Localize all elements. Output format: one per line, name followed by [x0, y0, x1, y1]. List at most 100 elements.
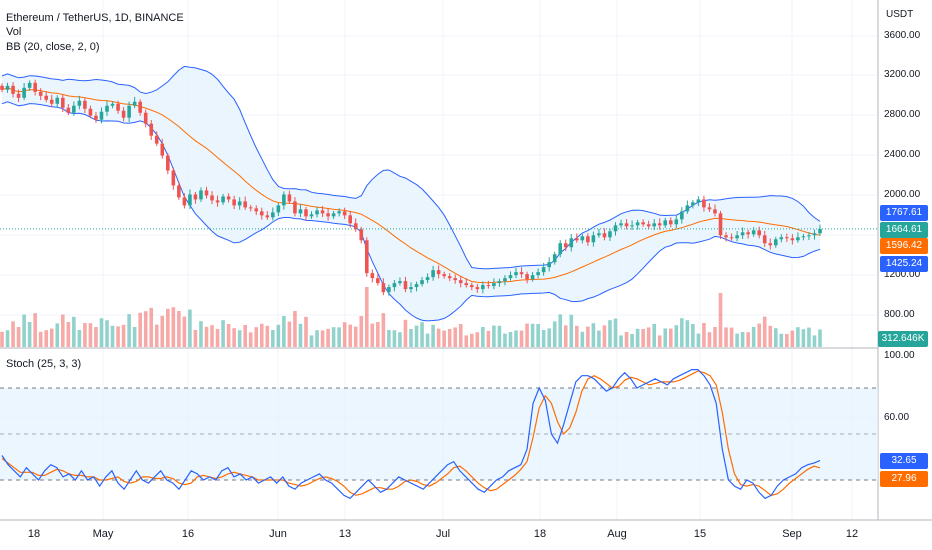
candle-body	[177, 185, 181, 198]
volume-bar	[635, 328, 640, 347]
candle-body	[193, 194, 198, 200]
candle-body	[337, 211, 341, 214]
candle-body	[740, 232, 745, 236]
candle-body	[38, 91, 43, 96]
volume-bar	[773, 328, 778, 347]
candle-body	[453, 278, 458, 281]
candle-body	[492, 283, 496, 287]
volume-bar	[143, 311, 148, 347]
stoch-indicator-label[interactable]: Stoch (25, 3, 3)	[6, 358, 82, 370]
candle-body	[188, 194, 192, 206]
symbol-title[interactable]: Ethereum / TetherUS, 1D, BINANCE	[6, 12, 184, 24]
last-price-badge: 1664.61	[880, 222, 928, 238]
volume-bar	[702, 323, 706, 347]
candle-body	[276, 205, 281, 213]
candle-body	[425, 277, 430, 281]
volume-bar	[27, 322, 32, 347]
candle-body	[563, 243, 568, 248]
volume-bar	[271, 330, 275, 347]
volume-bar	[199, 321, 203, 347]
volume-bar	[403, 319, 408, 347]
volume-bar	[646, 327, 651, 347]
candle-body	[83, 100, 87, 109]
volume-bar	[348, 324, 352, 347]
candle-body	[105, 105, 109, 112]
bollinger-indicator-label[interactable]: BB (20, close, 2, 0)	[6, 41, 100, 53]
candle-body	[613, 225, 618, 232]
price-tick: 800.00	[884, 309, 915, 320]
candle-body	[447, 276, 452, 279]
volume-bar	[674, 325, 679, 347]
price-axis-unit: USDT	[886, 9, 914, 20]
volume-bar	[453, 327, 458, 347]
candle-body	[436, 270, 441, 275]
volume-bar	[613, 318, 618, 347]
volume-indicator-label[interactable]: Vol	[6, 26, 22, 38]
candle-body	[696, 199, 701, 203]
volume-bar	[370, 323, 375, 347]
candle-body	[11, 85, 15, 94]
volume-bar	[265, 325, 270, 347]
bollinger-upper-line	[1, 65, 821, 270]
candle-body	[812, 233, 817, 236]
volume-bar	[718, 293, 723, 347]
candle-body	[282, 194, 286, 206]
candle-body	[514, 272, 518, 276]
price-tick: 2000.00	[884, 189, 921, 200]
bollinger-lines	[1, 65, 821, 322]
volume-bar	[768, 325, 773, 347]
volume-bar	[691, 324, 695, 347]
candle-body	[171, 170, 176, 186]
candle-body	[315, 210, 319, 215]
candle-body	[143, 112, 148, 124]
volume-bar	[171, 307, 176, 347]
volume-bar	[138, 312, 142, 347]
volume-bar	[503, 333, 507, 347]
volume-bar	[110, 325, 115, 347]
volume-bar	[232, 328, 236, 347]
time-tick: May	[92, 528, 114, 540]
candle-body	[768, 243, 773, 246]
volume-bar	[707, 332, 712, 347]
volume-bar	[663, 328, 668, 347]
candle-body	[376, 278, 380, 284]
volume-bar	[204, 326, 209, 347]
volume-bar	[248, 332, 253, 347]
volume-bar	[807, 327, 811, 347]
volume-bar	[287, 321, 292, 347]
volume-bar	[541, 330, 546, 347]
candle-body	[801, 236, 806, 238]
candle-body	[293, 201, 297, 214]
volume-bar	[364, 287, 369, 347]
volume-bar	[309, 335, 314, 347]
volume-bar	[586, 326, 590, 347]
volume-bars	[0, 287, 822, 347]
candle-body	[646, 224, 651, 227]
candle-body	[624, 223, 629, 227]
volume-bar	[387, 330, 391, 347]
bollinger-band-area	[2, 66, 820, 321]
volume-bar	[381, 313, 386, 347]
volume-bar	[160, 315, 165, 347]
candle-body	[248, 207, 253, 209]
candle-body	[331, 213, 336, 217]
volume-bar	[105, 320, 109, 347]
candle-body	[166, 155, 170, 171]
volume-bar	[575, 325, 579, 347]
volume-bar	[331, 327, 336, 347]
volume-bar	[320, 330, 325, 347]
volume-bar	[713, 327, 717, 347]
volume-bar	[458, 324, 463, 347]
candlesticks[interactable]	[0, 79, 822, 296]
candle-body	[61, 97, 65, 108]
candle-body	[22, 87, 26, 98]
candle-body	[702, 199, 706, 208]
candle-body	[55, 97, 60, 104]
volume-bar	[166, 308, 170, 347]
volume-bar	[563, 325, 568, 347]
candle-body	[127, 105, 131, 118]
time-tick: 13	[338, 528, 352, 540]
volume-bar	[519, 330, 524, 347]
